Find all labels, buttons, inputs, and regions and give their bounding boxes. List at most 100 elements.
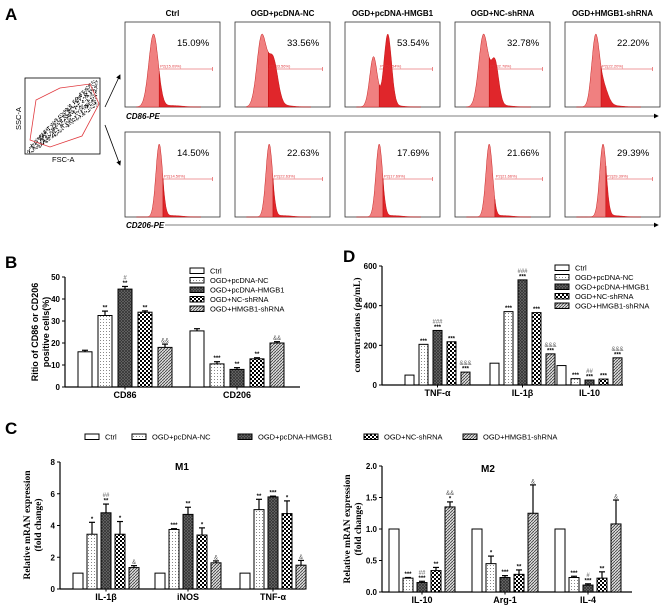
scatter-dot bbox=[81, 100, 83, 101]
scatter-dot bbox=[92, 104, 94, 106]
bar bbox=[117, 288, 133, 388]
scatter-dot bbox=[68, 105, 70, 107]
scatter-dot bbox=[75, 98, 76, 99]
scatter-dot bbox=[88, 88, 90, 89]
legend-label: OGD+pcDNA-NC bbox=[210, 276, 269, 285]
y-tick-label: 40 bbox=[51, 295, 60, 304]
scatter-dot bbox=[82, 97, 84, 99]
y-axis-label: Relative mRAN expression(fold change) bbox=[23, 470, 44, 580]
x-category-label: IL-10 bbox=[411, 595, 432, 605]
scatter-dot bbox=[81, 105, 83, 107]
significance-label: &&& bbox=[544, 343, 556, 349]
bar bbox=[432, 329, 443, 386]
scatter-dot bbox=[86, 106, 88, 108]
scatter-dot bbox=[33, 143, 34, 145]
scatter-dot bbox=[93, 85, 95, 86]
scatter-dot bbox=[53, 123, 54, 125]
scatter-dot bbox=[74, 105, 76, 107]
scatter-dot bbox=[88, 104, 89, 106]
column-title: Ctrl bbox=[166, 9, 180, 18]
bar bbox=[196, 534, 208, 590]
scatter-dot bbox=[31, 145, 32, 146]
scatter-dot bbox=[95, 92, 96, 93]
scatter-dot bbox=[27, 151, 28, 153]
scatter-dot bbox=[86, 111, 88, 113]
scatter-dot bbox=[55, 118, 57, 120]
scatter-dot bbox=[92, 82, 93, 84]
bar bbox=[517, 279, 528, 386]
scatter-dot bbox=[94, 91, 96, 92]
scatter-dot bbox=[89, 96, 91, 98]
legend-swatch bbox=[554, 274, 570, 281]
histogram-frame bbox=[344, 21, 441, 108]
scatter-dot bbox=[88, 100, 90, 102]
scatter-dot bbox=[77, 98, 78, 100]
scatter-dot bbox=[72, 122, 74, 124]
y-axis-label: Ritio of CD86 or CD206positive cells(%) bbox=[30, 283, 51, 382]
scatter-dot bbox=[82, 107, 83, 109]
gate-label: P2(17.69%) bbox=[384, 174, 406, 179]
scatter-dot bbox=[85, 94, 87, 96]
scatter-dot bbox=[61, 113, 63, 114]
scatter-dot bbox=[88, 104, 90, 106]
scatter-dot bbox=[61, 125, 63, 127]
legend-label: OGD+pcDNA-NC bbox=[575, 273, 634, 282]
scatter-dot bbox=[92, 99, 94, 101]
scatter-dot bbox=[56, 120, 58, 121]
scatter-dot bbox=[65, 108, 66, 109]
scatter-dot bbox=[69, 106, 71, 108]
scatter-dot bbox=[83, 91, 85, 93]
significance-label: *** bbox=[584, 578, 592, 584]
scatter-dot bbox=[68, 112, 70, 113]
scatter-dot bbox=[55, 121, 56, 123]
scatter-dot bbox=[84, 91, 86, 93]
scatter-dot bbox=[46, 136, 48, 138]
scatter-dot bbox=[95, 86, 97, 87]
scatter-dot bbox=[88, 105, 89, 107]
scatter-dot bbox=[70, 107, 71, 109]
scatter-dot bbox=[38, 136, 40, 138]
significance-label: && bbox=[161, 339, 169, 345]
scatter-dot bbox=[95, 95, 97, 96]
legend-item: OGD+HMGB1-shRNA bbox=[554, 302, 649, 311]
scatter-dot bbox=[42, 134, 44, 136]
scatter-dot bbox=[90, 93, 92, 95]
scatter-dot bbox=[52, 135, 54, 137]
scatter-dot bbox=[65, 110, 66, 112]
scatter-dot bbox=[49, 138, 51, 140]
scatter-dot bbox=[73, 107, 75, 108]
scatter-dot bbox=[56, 128, 58, 129]
gate-label: P2(53.54%) bbox=[380, 64, 402, 69]
scatter-dot bbox=[86, 105, 88, 107]
y-tick-label: 2 bbox=[51, 553, 56, 562]
scatter-dot bbox=[85, 95, 87, 97]
scatter-dot bbox=[72, 110, 74, 112]
significance-label: * bbox=[286, 495, 289, 501]
scatter-dot bbox=[42, 136, 43, 137]
scatter-dot bbox=[40, 138, 42, 140]
scatter-dot bbox=[74, 102, 75, 104]
bar bbox=[513, 573, 525, 593]
y-tick-label: 0 bbox=[56, 383, 61, 392]
scatter-dot bbox=[58, 117, 60, 119]
scatter-dot bbox=[44, 141, 45, 143]
scatter-dot bbox=[44, 135, 46, 136]
scatter-dot bbox=[78, 103, 80, 105]
significance-label: *** bbox=[586, 375, 594, 381]
bar bbox=[210, 562, 222, 590]
scatter-dot bbox=[58, 130, 59, 132]
scatter-dot bbox=[95, 103, 97, 105]
bar bbox=[598, 378, 609, 386]
scatter-dot bbox=[79, 112, 81, 114]
scatter-dot bbox=[71, 106, 73, 108]
significance-label: * bbox=[201, 522, 204, 528]
scatter-dot bbox=[79, 105, 81, 107]
bar bbox=[72, 572, 84, 590]
scatter-dot bbox=[45, 136, 46, 138]
scatter-dot bbox=[73, 105, 75, 107]
scatter-dot bbox=[78, 117, 80, 119]
scatter-dot bbox=[84, 105, 86, 106]
scatter-dot bbox=[48, 137, 50, 138]
